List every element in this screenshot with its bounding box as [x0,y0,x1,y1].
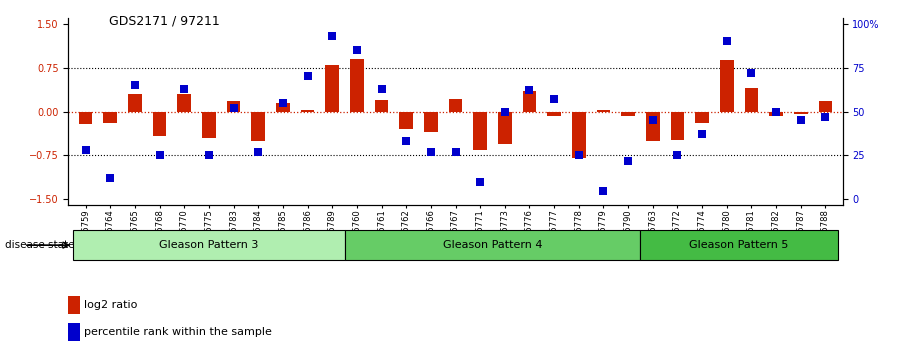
Bar [424,112,437,132]
Bar [68,323,80,341]
Point [325,33,340,39]
Point [744,70,759,76]
Point [424,149,438,155]
Point [571,153,586,158]
Point [670,153,685,158]
Bar [73,230,344,260]
Point [201,153,216,158]
Bar [670,112,684,139]
Text: Gleason Pattern 5: Gleason Pattern 5 [690,240,789,250]
Bar [251,112,265,141]
Bar [646,112,660,141]
Point [646,118,660,123]
Text: GDS2171 / 97211: GDS2171 / 97211 [109,14,220,27]
Point [251,149,265,155]
Bar [640,230,838,260]
Bar [399,112,413,129]
Point [226,105,241,111]
Point [620,158,635,164]
Bar [523,91,537,112]
Point [103,176,118,181]
Point [374,86,389,91]
Bar [68,296,80,314]
Bar [153,112,167,136]
Point [128,82,142,88]
Bar [344,230,640,260]
Point [399,138,414,144]
Text: disease state: disease state [5,240,74,250]
Bar [128,94,142,112]
Point [793,118,808,123]
Bar [695,112,709,123]
Bar [548,112,561,116]
Point [152,153,167,158]
Text: Gleason Pattern 3: Gleason Pattern 3 [159,240,259,250]
Bar [621,112,635,116]
Point [769,109,783,114]
Point [547,96,561,102]
Text: Gleason Pattern 4: Gleason Pattern 4 [443,240,542,250]
Bar [819,101,832,112]
Point [301,74,315,79]
Bar [744,88,758,112]
Point [350,47,364,53]
Point [497,109,512,114]
Text: percentile rank within the sample: percentile rank within the sample [84,327,272,337]
Bar [301,110,314,112]
Point [276,100,291,105]
Point [177,86,191,91]
Text: log2 ratio: log2 ratio [84,299,138,310]
Bar [374,100,388,112]
Point [818,114,833,120]
Bar [449,99,462,112]
Point [720,38,734,44]
Bar [498,112,512,144]
Bar [474,112,487,150]
Bar [79,112,92,124]
Point [448,149,463,155]
Bar [104,112,117,123]
Bar [572,112,586,159]
Point [473,179,487,185]
Bar [227,101,241,112]
Point [695,132,710,137]
Point [522,87,537,93]
Bar [794,112,807,114]
Bar [769,112,783,116]
Point [78,147,93,153]
Bar [202,112,216,138]
Bar [276,103,290,112]
Bar [325,65,339,112]
Point [596,188,610,194]
Bar [720,60,733,112]
Bar [597,110,610,112]
Bar [350,59,363,112]
Bar [178,94,191,112]
